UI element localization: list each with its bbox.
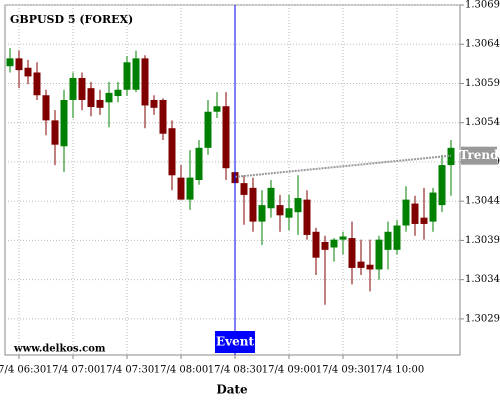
y-tick-label: 1.3044 [465, 196, 500, 207]
candle-body [60, 99, 68, 147]
candle-body [15, 58, 23, 71]
plot-frame [4, 4, 461, 356]
x-tick-label: 17/4 09:30 [316, 365, 370, 376]
candle-body [240, 183, 248, 195]
y-tick-label: 1.3034 [465, 274, 500, 285]
candle-body [429, 192, 437, 222]
candle-body [105, 92, 113, 103]
event-label-box [215, 331, 255, 353]
candle-body [150, 99, 158, 108]
candle-body [78, 77, 86, 100]
candle-body [114, 89, 122, 97]
candle-body [204, 111, 212, 148]
candle-body [303, 199, 311, 235]
candle-body [276, 205, 284, 216]
x-tick-label: 17/4 06:30 [0, 365, 46, 376]
candle-body [87, 88, 95, 108]
y-tick-label: 1.3064 [465, 39, 500, 50]
y-tick-label: 1.3039 [465, 235, 500, 246]
x-tick-label: 17/4 07:30 [100, 365, 154, 376]
candle-body [24, 67, 32, 77]
candle-body [393, 225, 401, 250]
trend-label-box [461, 146, 497, 165]
x-tick-label: 17/4 10:00 [370, 365, 424, 376]
candle-body [96, 99, 104, 108]
candle-body [195, 147, 203, 180]
candle-body [33, 72, 41, 96]
candle-body [222, 106, 230, 169]
trend-line [234, 154, 452, 178]
candle-body [177, 177, 185, 200]
candle-body [321, 241, 329, 250]
candle-body [69, 77, 77, 100]
candle-body [348, 238, 356, 268]
y-tick-label: 1.3069 [465, 0, 500, 11]
y-tick-label: 1.3054 [465, 117, 500, 128]
candle-body [186, 177, 194, 200]
trend-label: Trend [459, 148, 499, 162]
candle-body [366, 264, 374, 270]
x-axis-label: Date [216, 383, 248, 397]
x-tick-label: 17/4 07:00 [46, 365, 100, 376]
candle-body [411, 203, 419, 224]
candle-body [438, 165, 446, 206]
candle-body [258, 205, 266, 222]
candle-body [168, 128, 176, 176]
candle-body [285, 208, 293, 218]
candle-body [249, 187, 257, 222]
candle-body [141, 58, 149, 106]
candle-body [42, 95, 50, 121]
x-tick-label: 17/4 08:30 [208, 365, 262, 376]
y-tick-label: 1.3059 [465, 78, 500, 89]
candle-body [267, 187, 275, 209]
candle-body [357, 261, 365, 268]
candle-body [123, 62, 131, 90]
candle-body [339, 236, 347, 240]
event-label: Event [216, 335, 254, 349]
y-tick-label: 1.3029 [465, 313, 500, 324]
candle-body [402, 199, 410, 226]
candle-body [375, 239, 383, 270]
candle-body [330, 239, 338, 248]
candle-body [312, 231, 320, 258]
candle-body [213, 106, 221, 112]
candle-body [51, 120, 59, 145]
candle-body [420, 217, 428, 224]
watermark: www.delkos.com [13, 344, 106, 355]
candle-body [6, 58, 14, 67]
candle-body [384, 231, 392, 250]
candle-body [132, 58, 140, 90]
candle-body [294, 198, 302, 213]
candle-body [159, 99, 167, 134]
chart-title: GBPUSD 5 (FOREX) [10, 13, 133, 26]
x-tick-label: 17/4 09:00 [262, 365, 316, 376]
x-tick-label: 17/4 08:00 [154, 365, 208, 376]
